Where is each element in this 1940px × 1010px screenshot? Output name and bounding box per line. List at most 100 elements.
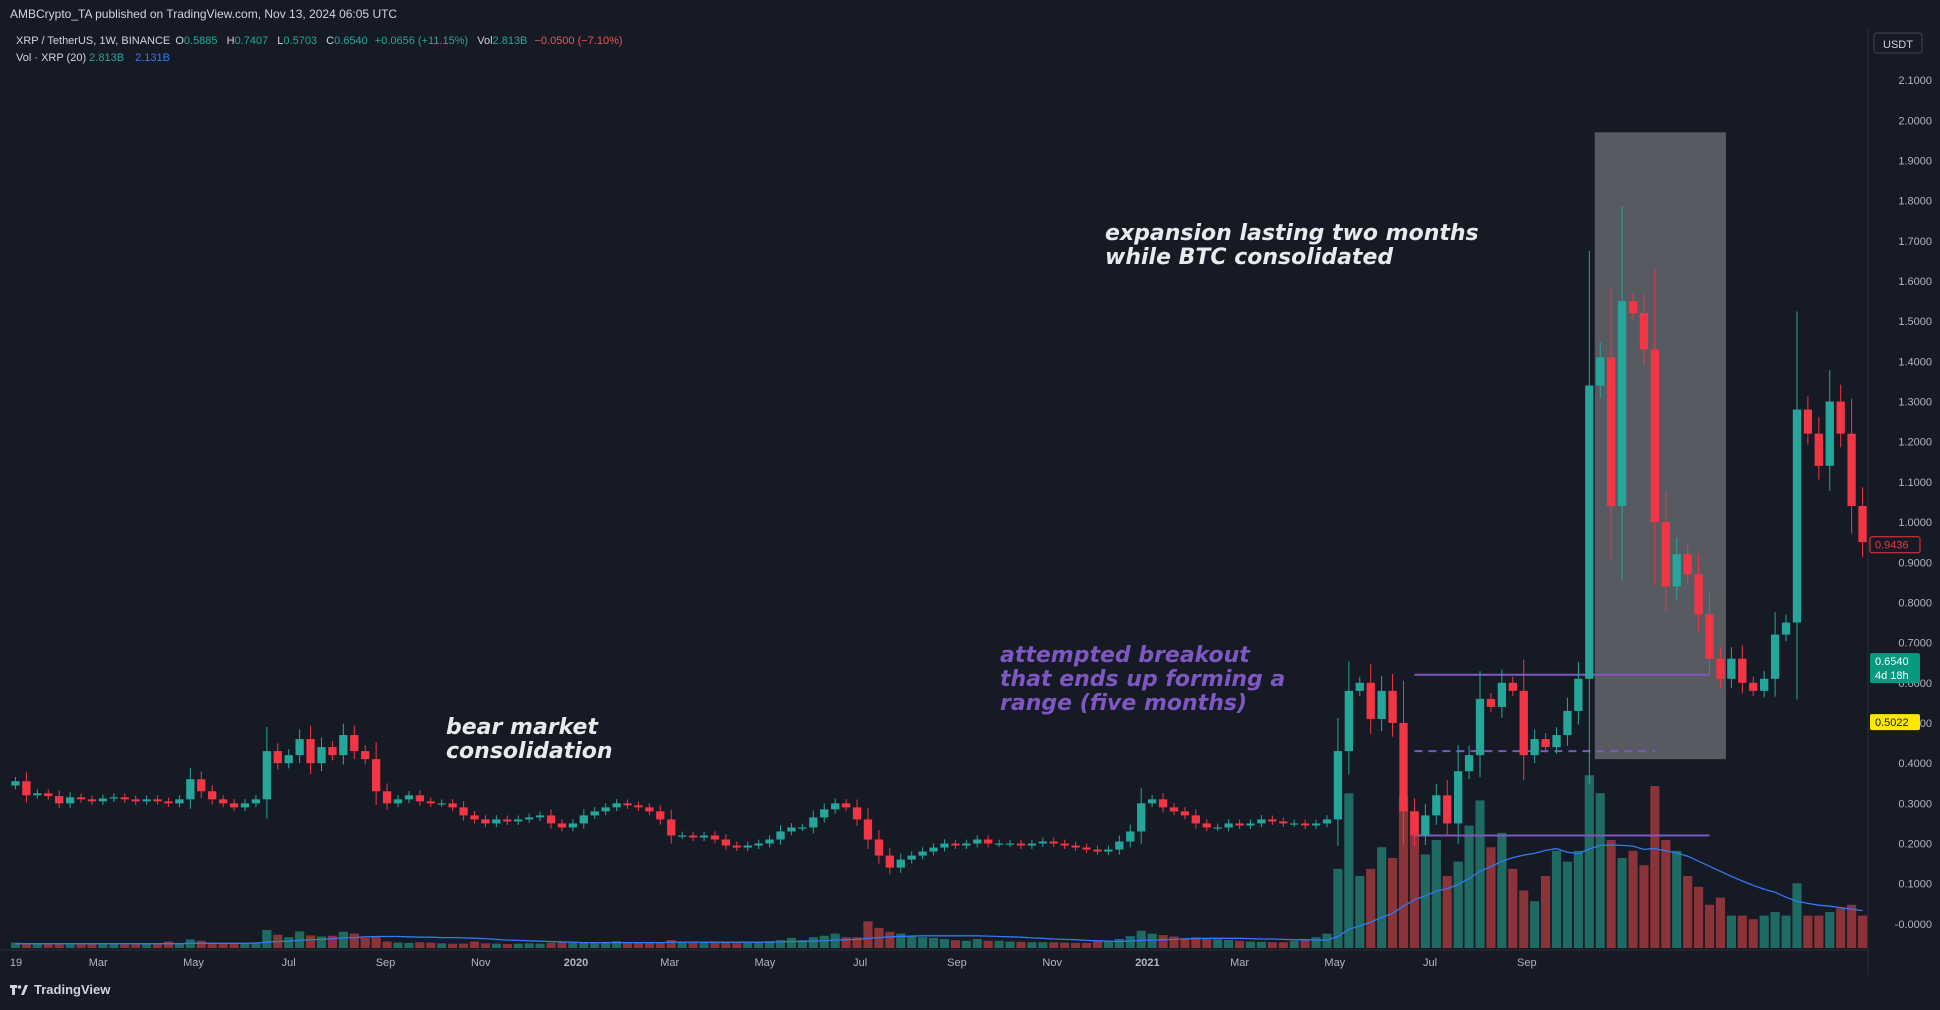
candle-body xyxy=(743,845,752,848)
volume-bar xyxy=(1333,868,1343,948)
volume-bar xyxy=(240,943,250,948)
candle-body xyxy=(765,839,774,844)
price-marker-yellow-text: 0.5022 xyxy=(1875,717,1909,729)
volume-bar xyxy=(109,944,119,948)
volume-bar xyxy=(1081,942,1092,948)
volume-bar xyxy=(1814,915,1824,948)
volume-bar xyxy=(1792,883,1802,948)
candle-body xyxy=(831,803,840,810)
volume-bar xyxy=(863,921,873,948)
volume-bar xyxy=(229,943,239,948)
x-tick-label: Nov xyxy=(1042,957,1062,969)
candle-body xyxy=(44,793,53,797)
candle-body xyxy=(1464,755,1474,772)
candle-body xyxy=(885,855,894,868)
x-tick-label: Jul xyxy=(853,957,867,969)
candle-body xyxy=(1803,409,1813,434)
candle-body xyxy=(841,803,851,808)
volume-bar xyxy=(775,940,786,948)
volume-bar xyxy=(262,930,272,948)
x-tick-label: Sep xyxy=(947,957,967,969)
candle-body xyxy=(940,843,949,848)
volume-bar xyxy=(1825,912,1835,948)
candle-body xyxy=(820,809,829,818)
volume-bar xyxy=(961,940,971,948)
y-tick-label: 0.3000 xyxy=(1898,798,1932,810)
candle-body xyxy=(918,851,927,856)
volume-bar xyxy=(1398,796,1409,948)
candle-body xyxy=(699,835,709,838)
currency-button[interactable] xyxy=(1873,32,1923,54)
currency-button-label[interactable]: USDT xyxy=(1883,39,1913,51)
volume-bar xyxy=(1453,861,1463,948)
candle-body xyxy=(798,827,807,829)
candle-body xyxy=(994,843,1004,845)
candle-body xyxy=(787,827,796,832)
candle-body xyxy=(1781,622,1791,635)
candle-body xyxy=(1508,682,1517,691)
candle-body xyxy=(852,807,862,820)
volume-bar xyxy=(830,933,840,948)
price-marker-current xyxy=(1870,653,1920,684)
candle-body xyxy=(1016,843,1026,846)
candle-body xyxy=(65,797,75,804)
volume-bar xyxy=(852,937,862,948)
tradingview-footer[interactable]: TradingView xyxy=(10,982,110,997)
volume-bar xyxy=(1234,940,1245,948)
candle-body xyxy=(1858,506,1867,543)
volume-bar xyxy=(754,941,764,948)
volume-bar xyxy=(907,935,917,948)
volume-bar xyxy=(502,944,512,948)
volume-bar xyxy=(513,943,523,948)
vol-change-value: −0.0500 (−7.10%) xyxy=(534,35,623,47)
volume-bar xyxy=(65,944,75,948)
volume-bar xyxy=(601,941,611,948)
volume-bar xyxy=(1573,850,1583,948)
volume-bar xyxy=(491,943,501,948)
volume-bar xyxy=(218,943,228,948)
y-tick-label: 0.2000 xyxy=(1898,839,1932,851)
y-tick-label: 1.9000 xyxy=(1898,155,1932,167)
candle-body xyxy=(481,819,490,824)
candle-body xyxy=(470,815,479,820)
volume-bar xyxy=(1551,850,1562,948)
volume-bar xyxy=(546,942,556,948)
volume-bar xyxy=(1781,915,1791,948)
price-marker-red xyxy=(1870,536,1920,553)
candle-body xyxy=(656,811,665,820)
volume-bar xyxy=(327,935,338,948)
annotation-bear-market: bear market consolidation xyxy=(446,716,613,764)
symbol-label[interactable]: XRP / TetherUS, 1W, BINANCE xyxy=(16,35,171,47)
candle-body xyxy=(1300,823,1310,826)
volume-bar xyxy=(305,935,316,948)
volume-bar xyxy=(426,942,436,948)
candle-body xyxy=(1169,807,1179,812)
candle-body xyxy=(328,747,337,756)
volume-bar xyxy=(382,941,392,948)
x-tick-label: Jul xyxy=(1423,957,1437,969)
volume-indicator-label[interactable]: Vol · XRP (20) xyxy=(16,52,87,64)
volume-bar xyxy=(54,943,64,948)
candle-body xyxy=(1683,554,1692,575)
volume-bar xyxy=(721,941,731,948)
annotation-expansion: expansion lasting two months while BTC c… xyxy=(1105,222,1479,270)
candle-body xyxy=(1049,841,1058,844)
volume-bar xyxy=(1180,937,1190,948)
close-value: 0.6540 xyxy=(334,35,368,47)
volume-bar xyxy=(1092,941,1103,948)
volume-bar xyxy=(295,931,305,948)
volume-bar xyxy=(393,942,403,948)
candle-body xyxy=(120,797,129,800)
volume-bar xyxy=(1387,858,1398,948)
volume-bar xyxy=(841,937,851,948)
candle-body xyxy=(1355,682,1364,691)
volume-bar xyxy=(1267,942,1277,948)
price-axis-panel[interactable] xyxy=(1868,28,1940,980)
candle-body xyxy=(1311,823,1321,826)
volume-bar xyxy=(120,944,130,948)
volume-bar xyxy=(1409,811,1420,948)
candle-body xyxy=(87,799,97,802)
volume-bar xyxy=(1661,840,1671,948)
candle-body xyxy=(1738,658,1747,683)
